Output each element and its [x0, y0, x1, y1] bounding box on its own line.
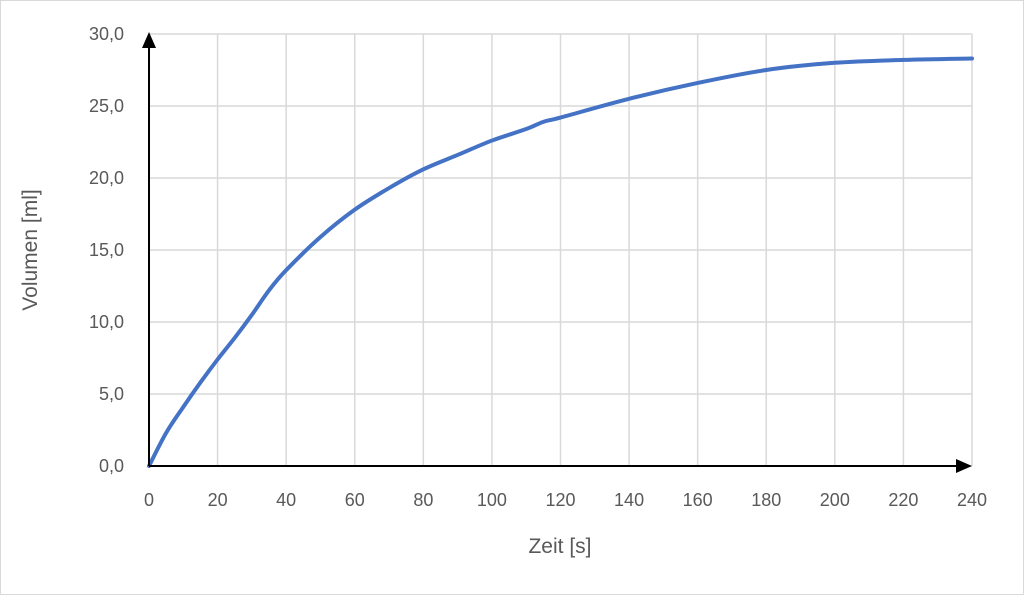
x-tick-label: 60	[345, 490, 365, 510]
x-tick-label: 180	[751, 490, 781, 510]
x-tick-label: 20	[208, 490, 228, 510]
x-tick-label: 140	[614, 490, 644, 510]
y-tick-label: 20,0	[89, 168, 124, 188]
y-tick-label: 25,0	[89, 96, 124, 116]
x-tick-label: 160	[683, 490, 713, 510]
x-tick-label: 100	[477, 490, 507, 510]
y-tick-label: 30,0	[89, 24, 124, 44]
y-tick-labels: 0,0 5,0 10,0 15,0 20,0 25,0 30,0	[89, 24, 124, 476]
x-tick-label: 80	[413, 490, 433, 510]
y-tick-label: 0,0	[99, 456, 124, 476]
y-axis-label: Volumen [ml]	[19, 189, 42, 310]
x-tick-label: 240	[957, 490, 987, 510]
x-tick-label: 220	[888, 490, 918, 510]
x-axis-label: Zeit [s]	[528, 535, 591, 558]
x-tick-label: 40	[276, 490, 296, 510]
gridlines	[148, 33, 973, 467]
x-tick-label: 120	[545, 490, 575, 510]
x-tick-labels: 0 20 40 60 80 100 120 140 160 180 200 220 240	[144, 490, 987, 510]
x-tick-label: 200	[820, 490, 850, 510]
x-tick-label: 0	[144, 490, 154, 510]
y-tick-label: 5,0	[99, 384, 124, 404]
y-axis-arrow-icon	[142, 32, 156, 48]
x-axis-arrow-icon	[956, 459, 972, 473]
y-tick-label: 15,0	[89, 240, 124, 260]
series-line-volumen	[147, 56, 974, 468]
y-tick-label: 10,0	[89, 312, 124, 332]
